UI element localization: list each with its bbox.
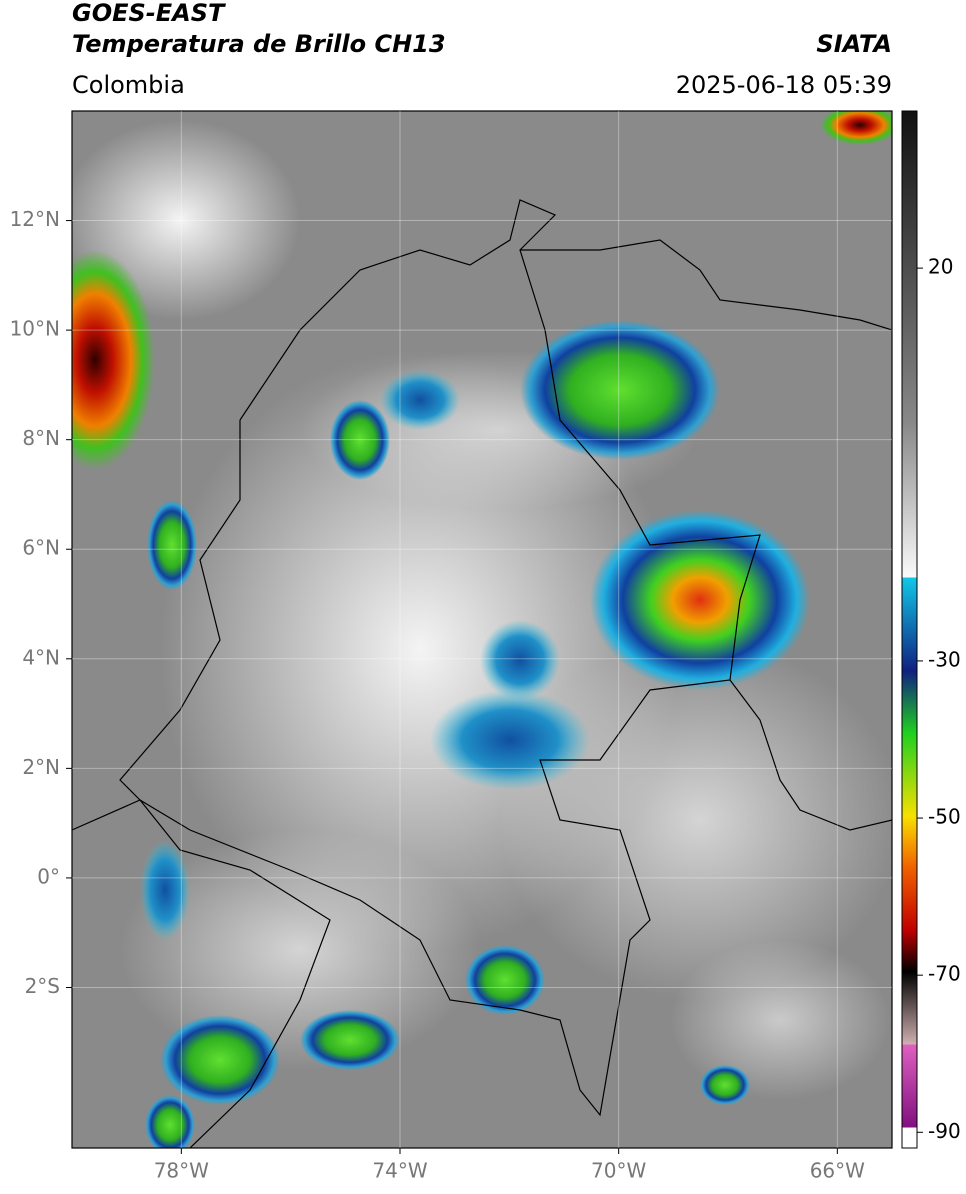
x-tick-label: 70°W [591, 1159, 646, 1183]
title: GOES-EAST [72, 0, 226, 27]
x-tick-label: 74°W [372, 1159, 427, 1183]
y-tick-label: 6°N [22, 536, 60, 560]
colorbar-tick-label: 20 [928, 255, 953, 279]
colorbar-tick-label: -90 [928, 1119, 961, 1143]
colorbar-tick-label: -30 [928, 647, 961, 671]
y-tick-label: 0° [37, 864, 60, 888]
map-frame [71, 110, 893, 1149]
subtitle: Temperatura de Brillo CH13 [72, 30, 446, 58]
region: Colombia [72, 71, 185, 99]
y-tick-label: 2°N [22, 755, 60, 779]
colorbar-tick-label: -50 [928, 805, 961, 829]
x-tick-label: 66°W [810, 1159, 865, 1183]
imagery [72, 111, 892, 1148]
y-tick-label: 10°N [10, 317, 60, 341]
y-tick-label: 8°N [22, 426, 60, 450]
x-tick-label: 78°W [154, 1159, 209, 1183]
y-tick-label: 4°N [22, 645, 60, 669]
colorbar-tick-label: -70 [928, 962, 961, 986]
y-tick-label: 2°S [25, 974, 60, 998]
colorbar [901, 110, 918, 1149]
timestamp: 2025-06-18 05:39 [676, 71, 892, 99]
source: SIATA [816, 30, 892, 58]
y-tick-label: 12°N [10, 207, 60, 231]
